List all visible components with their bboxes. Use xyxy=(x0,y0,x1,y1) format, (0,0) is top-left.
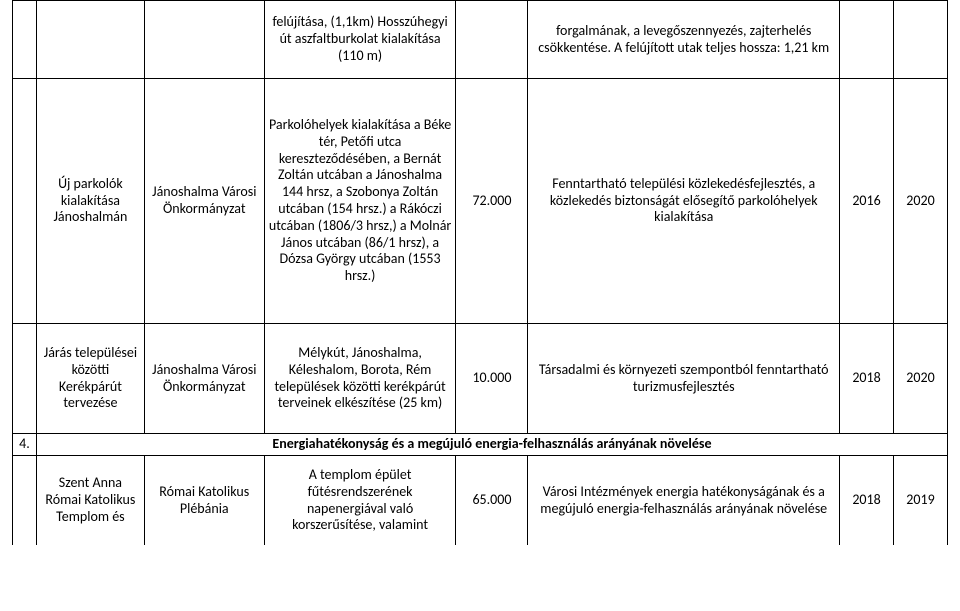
cell xyxy=(894,1,948,79)
table-row: Járás települései közötti Kerékpárút ter… xyxy=(13,324,948,434)
cell: 65.000 xyxy=(456,456,528,546)
cell: 2016 xyxy=(840,79,894,324)
cell xyxy=(13,79,37,324)
cell: Városi Intézmények energia hatékonyságán… xyxy=(528,456,840,546)
cell xyxy=(144,1,264,79)
cell: 72.000 xyxy=(456,79,528,324)
cell xyxy=(456,1,528,79)
cell xyxy=(13,324,37,434)
cell: 2020 xyxy=(894,79,948,324)
cell: 2018 xyxy=(840,456,894,546)
cell: Római Katolikus Plébánia xyxy=(144,456,264,546)
cell xyxy=(840,1,894,79)
cell: felújítása, (1,1km) Hosszúhegyi út aszfa… xyxy=(264,1,456,79)
table-row: felújítása, (1,1km) Hosszúhegyi út aszfa… xyxy=(13,1,948,79)
cell xyxy=(13,1,37,79)
table-row: Új parkolók kialakítása Jánoshalmán Jáno… xyxy=(13,79,948,324)
cell: 10.000 xyxy=(456,324,528,434)
data-table: felújítása, (1,1km) Hosszúhegyi út aszfa… xyxy=(12,0,948,546)
cell: Jánoshalma Városi Önkormányzat xyxy=(144,79,264,324)
cell: Szent Anna Római Katolikus Templom és xyxy=(36,456,144,546)
cell: Mélykút, Jánoshalma, Kéleshalom, Borota,… xyxy=(264,324,456,434)
cell: Új parkolók kialakítása Jánoshalmán xyxy=(36,79,144,324)
table-row: Szent Anna Római Katolikus Templom és Ró… xyxy=(13,456,948,546)
cell: 2020 xyxy=(894,324,948,434)
cell xyxy=(13,456,37,546)
cell: Jánoshalma Városi Önkormányzat xyxy=(144,324,264,434)
cell: A templom épület fűtésrendszerének napen… xyxy=(264,456,456,546)
cell: 2019 xyxy=(894,456,948,546)
section-number: 4. xyxy=(13,434,37,456)
cell: forgalmának, a levegőszennyezés, zajterh… xyxy=(528,1,840,79)
cell: 2018 xyxy=(840,324,894,434)
cell: Járás települései közötti Kerékpárút ter… xyxy=(36,324,144,434)
section-row: 4. Energiahatékonyság és a megújuló ener… xyxy=(13,434,948,456)
cell: Társadalmi és környezeti szempontból fen… xyxy=(528,324,840,434)
cell xyxy=(36,1,144,79)
cell: Fenntartható települési közlekedésfejles… xyxy=(528,79,840,324)
cell: Parkolóhelyek kialakítása a Béke tér, Pe… xyxy=(264,79,456,324)
section-heading: Energiahatékonyság és a megújuló energia… xyxy=(36,434,947,456)
